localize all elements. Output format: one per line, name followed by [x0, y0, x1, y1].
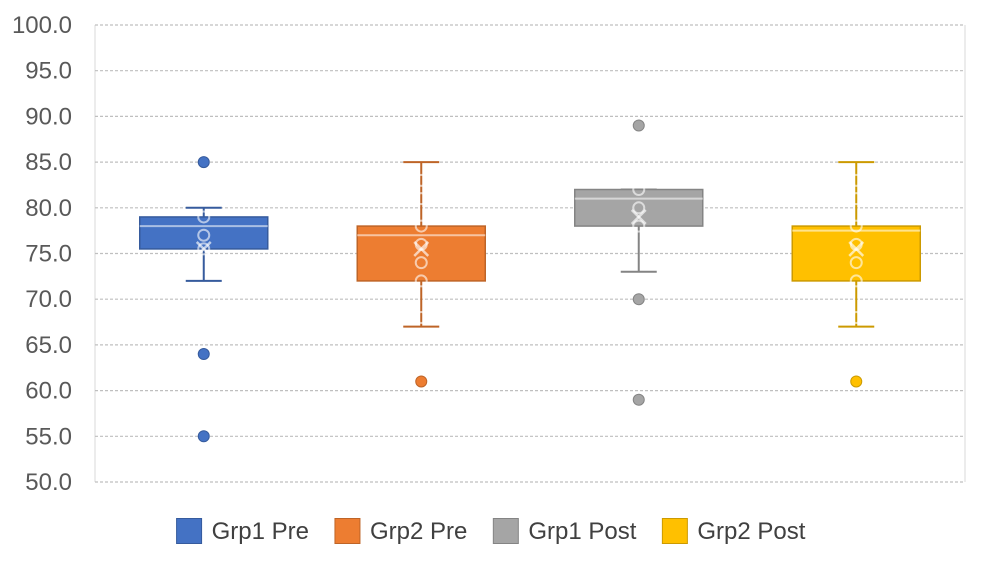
- box-series-grp2-post: [791, 161, 921, 388]
- data-point: [632, 219, 646, 233]
- y-axis: 50.0 55.0 60.0 65.0 70.0 75.0 80.0 85.0 90.0 95.0…: [12, 12, 72, 496]
- legend: Grp1 Pre Grp2 Pre Grp1 Post Grp2 Post: [176, 518, 806, 545]
- data-point: [849, 256, 863, 270]
- data-point: [849, 219, 863, 233]
- legend-label: Grp2 Post: [697, 518, 805, 545]
- y-tick-label: 100.0: [12, 12, 72, 39]
- outlier-point: [197, 430, 210, 443]
- data-point: [197, 242, 211, 256]
- outlier-point: [850, 375, 863, 388]
- mean-marker: [630, 209, 647, 225]
- outlier-point: [632, 293, 645, 306]
- data-point: [849, 274, 863, 288]
- y-tick-label: 75.0: [25, 241, 72, 268]
- outlier-point: [197, 348, 210, 361]
- mean-marker: [848, 241, 865, 257]
- box-iqr: [791, 225, 921, 282]
- data-point: [632, 183, 646, 197]
- data-point: [197, 210, 211, 224]
- y-tick-label: 55.0: [25, 423, 72, 450]
- box-series-grp1-pre: [139, 156, 269, 443]
- outlier-point: [632, 393, 645, 406]
- data-point: [632, 201, 646, 215]
- y-tick-label: 85.0: [25, 149, 72, 176]
- outlier-point: [197, 156, 210, 169]
- box-series-grp2-pre: [356, 161, 486, 388]
- y-tick-label: 50.0: [25, 469, 72, 496]
- y-tick-label: 90.0: [25, 103, 72, 130]
- legend-swatch-grp2-post: [661, 518, 688, 544]
- y-tick-label: 65.0: [25, 332, 72, 359]
- data-point: [849, 192, 863, 206]
- data-point: [414, 173, 428, 187]
- data-point: [849, 310, 863, 324]
- data-point: [414, 219, 428, 233]
- legend-swatch-grp1-post: [492, 518, 519, 544]
- legend-label: Grp1 Pre: [212, 518, 309, 545]
- y-tick-label: 70.0: [25, 286, 72, 313]
- data-point: [197, 228, 211, 242]
- outlier-point: [415, 375, 428, 388]
- legend-swatch-grp1-pre: [176, 518, 203, 544]
- legend-swatch-grp2-pre: [334, 518, 361, 544]
- box-series-group: [139, 119, 921, 443]
- box-series-grp1-post: [574, 119, 704, 406]
- data-point: [414, 274, 428, 288]
- legend-label: Grp2 Pre: [370, 518, 467, 545]
- data-point: [849, 173, 863, 187]
- data-point: [414, 310, 428, 324]
- y-tick-label: 95.0: [25, 58, 72, 85]
- grid-lines: [94, 24, 966, 483]
- y-tick-label: 80.0: [25, 195, 72, 222]
- mean-marker: [413, 241, 430, 257]
- data-point: [414, 192, 428, 206]
- legend-label: Grp1 Post: [528, 518, 636, 545]
- outlier-point: [632, 119, 645, 132]
- data-point: [414, 256, 428, 270]
- y-tick-label: 60.0: [25, 378, 72, 405]
- mean-marker: [195, 241, 212, 257]
